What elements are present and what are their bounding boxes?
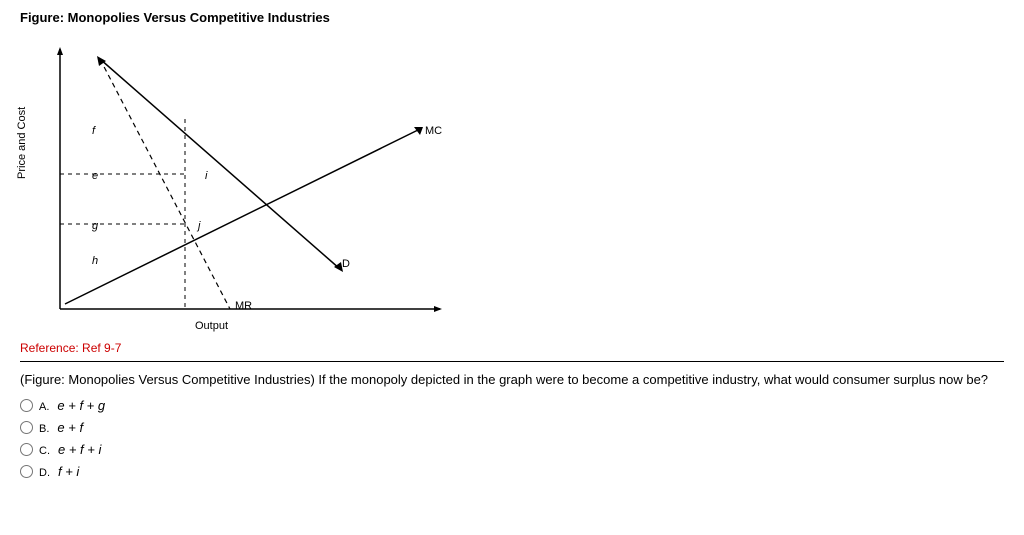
option-a-radio[interactable] <box>20 399 33 412</box>
option-b-text: e + f <box>57 420 83 435</box>
divider <box>20 361 1004 362</box>
option-d-radio[interactable] <box>20 465 33 478</box>
option-a[interactable]: A. e + f + g <box>20 397 1004 413</box>
option-b[interactable]: B. e + f <box>20 419 1004 435</box>
svg-text:MR: MR <box>235 300 252 312</box>
option-d[interactable]: D. f + i <box>20 463 1004 479</box>
figure-title: Figure: Monopolies Versus Competitive In… <box>20 10 1004 25</box>
question-text: (Figure: Monopolies Versus Competitive I… <box>20 372 1004 387</box>
option-b-radio[interactable] <box>20 421 33 434</box>
svg-text:f: f <box>92 125 96 137</box>
option-d-letter: D. <box>39 467 50 479</box>
option-a-letter: A. <box>39 401 49 413</box>
svg-text:i: i <box>205 170 208 182</box>
svg-text:h: h <box>92 255 98 267</box>
y-axis-label: Price and Cost <box>16 107 28 179</box>
option-a-text: e + f + g <box>57 398 105 413</box>
svg-text:MC: MC <box>425 125 442 137</box>
option-c[interactable]: C. e + f + i <box>20 441 1004 457</box>
graph: Price and Cost feghijMCDMROutput <box>20 29 460 339</box>
option-c-text: e + f + i <box>58 442 101 457</box>
svg-text:D: D <box>342 258 350 270</box>
svg-text:Output: Output <box>195 320 228 332</box>
svg-text:j: j <box>196 220 201 232</box>
reference-text: Reference: Ref 9-7 <box>20 341 1004 355</box>
option-d-text: f + i <box>58 464 79 479</box>
option-c-letter: C. <box>39 445 50 457</box>
svg-text:e: e <box>92 170 98 182</box>
option-c-radio[interactable] <box>20 443 33 456</box>
svg-text:g: g <box>92 220 99 232</box>
options-list: A. e + f + g B. e + f C. e + f + i D. f … <box>20 397 1004 479</box>
graph-svg: f e g h i j MC D MR Output <box>20 29 460 339</box>
option-b-letter: B. <box>39 423 49 435</box>
